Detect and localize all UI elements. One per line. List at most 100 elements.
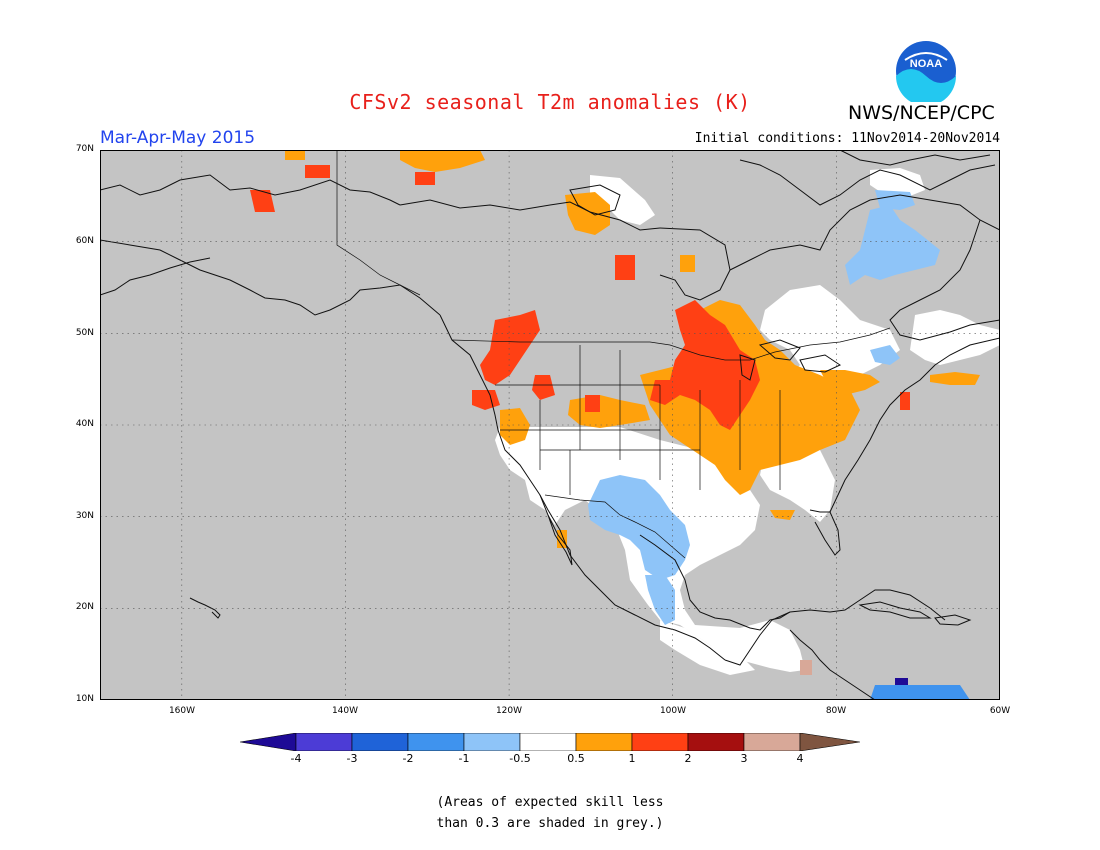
map-frame xyxy=(100,150,1000,700)
lat-label: 40N xyxy=(75,419,94,429)
coast-baffin xyxy=(839,150,991,166)
colorbar-tick-label: 4 xyxy=(796,752,804,765)
shade-red-quebec xyxy=(900,392,910,410)
coast-hispaniola xyxy=(934,614,972,626)
colorbar-segment xyxy=(575,733,633,751)
colorbar xyxy=(240,733,860,751)
border-alaska xyxy=(336,150,421,296)
shade-lightblue-labrador xyxy=(875,190,915,210)
skill-note-line: than 0.3 are shaded in grey.) xyxy=(436,816,664,831)
shade-orange-maritime xyxy=(930,372,980,385)
shade-lightblue-hudson xyxy=(845,205,940,285)
shade-red-upper-midwest xyxy=(670,300,760,430)
shade-blue-caribbean xyxy=(870,685,970,700)
anomaly-shading xyxy=(250,150,1000,700)
shade-orange-ca xyxy=(500,408,530,445)
coast-hudson-east xyxy=(729,194,1000,271)
colorbar-segment xyxy=(407,733,465,751)
colorbar-segment xyxy=(351,733,409,751)
colorbar-tick-label: 3 xyxy=(740,752,748,765)
lon-label: 100W xyxy=(659,706,687,716)
shade-red-alaska-2 xyxy=(250,190,275,212)
coast-baja xyxy=(539,494,573,566)
coastlines xyxy=(100,150,1000,700)
shade-lightblue-southwest xyxy=(588,475,690,580)
lon-label: 60W xyxy=(989,706,1011,716)
colorbar-segment xyxy=(687,733,745,751)
lat-label: 30N xyxy=(75,511,94,521)
shade-red-hudson xyxy=(615,255,635,280)
coast-mexico-gulf xyxy=(639,534,791,631)
coast-gulf xyxy=(724,589,946,666)
lat-label: 70N xyxy=(75,144,94,154)
shade-red-yukon xyxy=(415,172,435,185)
skill-note-line: (Areas of expected skill less xyxy=(436,795,664,810)
skill-note: (Areas of expected skill less than 0.3 a… xyxy=(0,792,1100,834)
political-borders xyxy=(336,150,891,559)
lon-label: 120W xyxy=(495,706,523,716)
lon-label: 140W xyxy=(331,706,359,716)
shade-red-alaska xyxy=(305,165,330,178)
border-canada-us xyxy=(451,327,891,361)
coast-east-us xyxy=(829,337,1000,513)
shade-lightblue-se-canada xyxy=(870,345,900,365)
coast-alaska-south xyxy=(100,239,441,316)
shade-white-nunavut xyxy=(590,175,655,225)
coast-cuba xyxy=(858,601,932,619)
shade-red-id xyxy=(532,375,555,400)
coast-central-america xyxy=(789,629,876,700)
colorbar-tick-label: -3 xyxy=(346,752,358,765)
colorbar-tick-label: 0.5 xyxy=(567,752,585,765)
colorbar-segment xyxy=(295,733,353,751)
coast-hawaii xyxy=(189,597,221,619)
coast-arctic-islands xyxy=(739,159,996,206)
coast-great-lakes xyxy=(739,339,842,381)
shade-red-kansas xyxy=(585,395,600,412)
lat-label: 20N xyxy=(75,602,94,612)
shade-tan-honduras xyxy=(800,660,812,675)
coast-canada-arctic xyxy=(399,199,661,231)
lat-label: 10N xyxy=(75,694,94,704)
colorbar-tick-label: -1 xyxy=(458,752,470,765)
svg-text:NOAA: NOAA xyxy=(910,58,942,70)
shade-lightblue-mexico xyxy=(645,575,675,625)
season-label: Mar-Apr-May 2015 xyxy=(100,128,256,148)
shade-red-nw xyxy=(480,310,540,385)
coast-west-us xyxy=(439,314,726,661)
coast-aleutian xyxy=(100,257,211,296)
lon-label: 80W xyxy=(825,706,847,716)
colorbar-tick-label: -4 xyxy=(290,752,302,765)
shade-orange-hudson xyxy=(680,255,695,272)
colorbar-segment xyxy=(240,733,297,751)
colorbar-segment xyxy=(743,733,801,751)
colorbar-tick-label: 2 xyxy=(684,752,692,765)
coast-alaska-north xyxy=(100,174,401,206)
graticule xyxy=(100,150,1000,700)
shade-orange-gulf xyxy=(770,510,795,520)
colorbar-tick-label: -0.5 xyxy=(509,752,531,765)
shade-white-great-lakes xyxy=(760,285,900,390)
colorbar-segment xyxy=(799,733,860,751)
colorbar-segment xyxy=(519,733,577,751)
lat-label: 60N xyxy=(75,236,94,246)
coast-florida xyxy=(809,509,841,556)
coast-hudson-bay xyxy=(659,227,731,301)
noaa-logo: NOAA xyxy=(896,41,956,102)
colorbar-segment xyxy=(631,733,689,751)
colorbar-tick-label: 1 xyxy=(628,752,636,765)
shade-orange-arctic xyxy=(285,150,305,160)
border-us-mexico xyxy=(544,494,686,559)
colorbar-segment xyxy=(463,733,521,751)
initial-conditions-label: Initial conditions: 11Nov2014-20Nov2014 xyxy=(694,131,1000,146)
lat-label: 50N xyxy=(75,328,94,338)
border-states-1 xyxy=(495,345,781,495)
shade-orange-nunavut xyxy=(400,150,485,172)
coast-victoria xyxy=(569,184,621,216)
chart-title: CFSv2 seasonal T2m anomalies (K) xyxy=(349,90,751,114)
lon-label: 160W xyxy=(168,706,196,716)
colorbar-tick-label: -2 xyxy=(402,752,414,765)
org-label: NWS/NCEP/CPC xyxy=(848,102,995,124)
coast-labrador xyxy=(889,219,1000,341)
shade-orange-ne xyxy=(820,370,880,395)
anomaly-map xyxy=(100,150,1000,700)
